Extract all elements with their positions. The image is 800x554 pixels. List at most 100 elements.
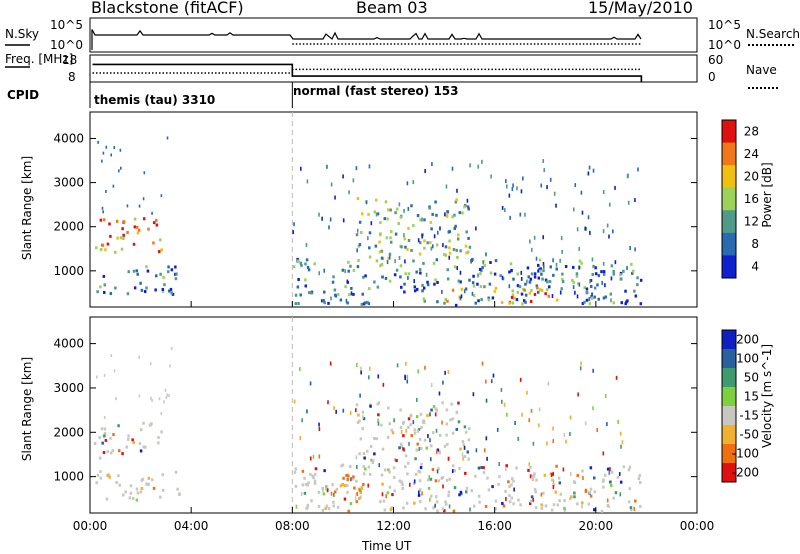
power-speckle (394, 259, 396, 264)
velocity-cell (135, 498, 139, 502)
power-cell (109, 234, 112, 238)
velocity-cell (382, 499, 386, 503)
power-cell (509, 262, 513, 266)
velocity-cell (139, 428, 143, 432)
velocity-cell (370, 458, 373, 462)
power-cell (403, 237, 407, 241)
power-speckle (110, 153, 112, 157)
power-cell (394, 232, 398, 236)
velocity-speckle (329, 361, 332, 366)
power-cell (299, 293, 302, 297)
velocity-speckle (550, 473, 553, 478)
power-cell (307, 268, 311, 272)
velocity-cell (437, 479, 441, 483)
velocity-cell (510, 483, 513, 487)
power-cell (580, 261, 583, 265)
velocity-cell (115, 481, 118, 485)
velocity-cell (377, 401, 381, 405)
velocity-cell (355, 403, 359, 407)
velocity-speckle (368, 375, 370, 380)
power-cell (378, 240, 381, 244)
velocity-cell (480, 465, 483, 469)
nsky-panel-frame (89, 17, 698, 53)
power-cell (304, 284, 308, 288)
velocity-cell (393, 476, 396, 480)
power-speckle (160, 194, 163, 198)
power-cell (453, 265, 457, 269)
power-cell (139, 281, 142, 285)
velocity-cell (125, 445, 128, 449)
power-cell (146, 269, 150, 273)
power-speckle (592, 168, 595, 173)
power-cell (347, 260, 350, 264)
velocity-cell (112, 433, 115, 437)
velocity-cell (96, 473, 100, 477)
velocity-speckle (429, 412, 431, 417)
velocity-speckle (149, 362, 152, 366)
velocity-speckle (496, 427, 499, 432)
power-speckle (459, 296, 462, 301)
power-speckle (406, 181, 409, 186)
x-axis-title: Time UT (362, 539, 412, 553)
velocity-speckle (552, 485, 555, 490)
velocity-cell (637, 477, 641, 481)
power-cell (122, 237, 125, 241)
power-cell (612, 272, 616, 276)
velocity-cell (427, 486, 431, 490)
velocity-speckle (355, 408, 357, 413)
velocity-speckle (581, 504, 583, 509)
velocity-cell (358, 452, 361, 456)
velocity-speckle (580, 361, 582, 366)
power-speckle (626, 174, 629, 179)
velocity-speckle (103, 415, 106, 419)
power-speckle (403, 208, 405, 213)
velocity-cell (453, 486, 457, 490)
velocity-cell (448, 477, 452, 481)
velocity-cell (458, 493, 461, 497)
nave-ytick-top: 60 (708, 53, 724, 67)
velocity-speckle (608, 470, 611, 475)
power-cell (152, 241, 155, 245)
power-speckle (386, 260, 389, 265)
velocity-speckle (546, 441, 548, 446)
power-cell (636, 283, 639, 287)
power-speckle (610, 276, 613, 281)
velocity-cell (601, 479, 605, 483)
power-speckle (456, 188, 458, 193)
power-cell (99, 218, 103, 222)
power-cell (404, 272, 408, 276)
power-cell (368, 255, 372, 259)
velocity-speckle (312, 454, 315, 459)
power-cell (604, 295, 608, 299)
power-cell (528, 291, 532, 295)
power-cell (583, 300, 586, 304)
power-cell (443, 301, 446, 305)
power-cell (493, 289, 497, 293)
velocity-cell (103, 434, 106, 438)
velocity-cell (129, 491, 133, 495)
power-cell (512, 277, 515, 281)
velocity-cell (340, 464, 343, 468)
velocity-speckle (368, 366, 371, 371)
power-speckle (542, 261, 545, 266)
velocity-cell (487, 488, 491, 492)
power-speckle (151, 211, 153, 215)
velocity-cell (310, 499, 313, 503)
power-cell (126, 292, 130, 296)
power-speckle (102, 210, 104, 214)
power-cell (167, 270, 170, 274)
velocity-speckle (606, 498, 609, 503)
velocity-cell (534, 490, 537, 494)
velocity-cell (387, 468, 390, 472)
velocity-cell (379, 500, 382, 504)
velocity-speckle (96, 375, 98, 379)
power-cell (561, 280, 565, 284)
power-speckle (334, 195, 336, 200)
velocity-cell (346, 490, 349, 494)
velocity-cell (610, 470, 614, 474)
power-cell (160, 248, 163, 252)
velocity-cell (416, 442, 419, 446)
velocity-cell (383, 508, 387, 512)
velocity-cell (419, 500, 422, 504)
power-speckle (431, 244, 434, 249)
